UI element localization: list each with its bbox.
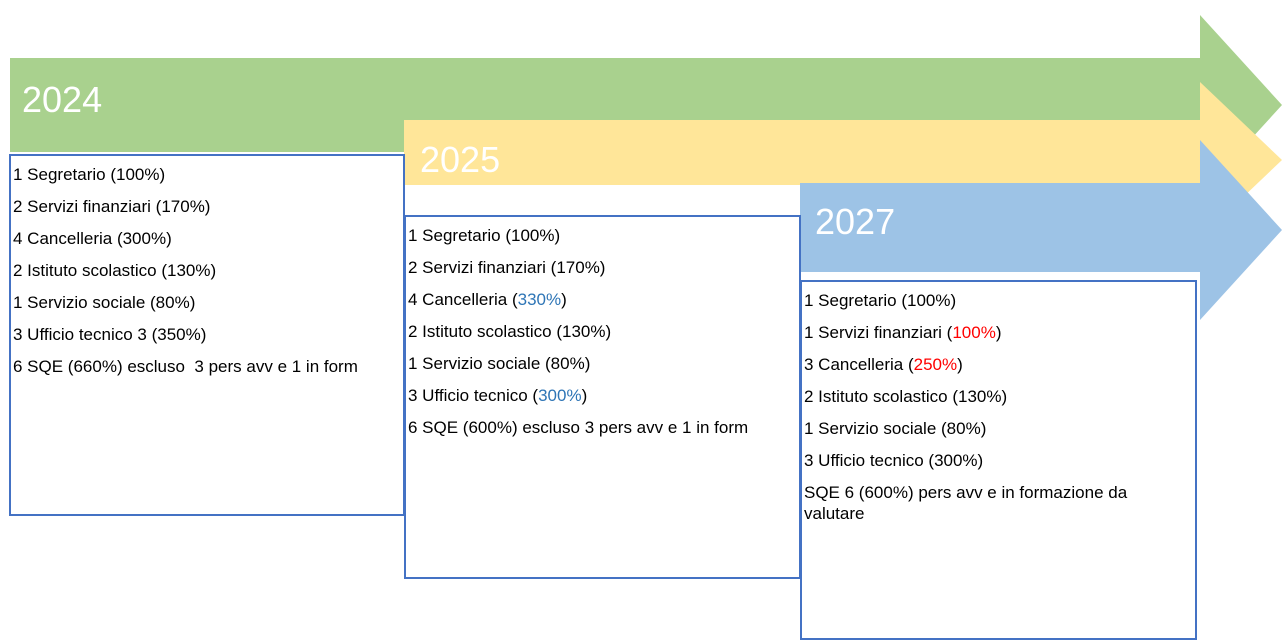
item: 2 Istituto scolastico (130%)	[408, 321, 795, 342]
year-label: 2027	[815, 201, 896, 242]
arrow-2025	[404, 82, 1282, 238]
item: 6 SQE (660%) escluso 3 pers avv e 1 in f…	[13, 356, 399, 377]
item: 4 Cancelleria (300%)	[13, 228, 399, 249]
item: 1 Segretario (100%)	[408, 225, 795, 246]
item-text: 100%	[952, 323, 996, 342]
item: 2 Servizi finanziari (170%)	[408, 257, 795, 278]
year-box: 1 Segretario (100%) 2 Servizi finanziari …	[404, 215, 801, 579]
item-text: )	[957, 355, 963, 374]
item: 1 Segretario (100%)	[13, 164, 399, 185]
item: 3 Ufficio tecnico 3 (350%)	[13, 324, 399, 345]
item-text: 3 Cancelleria (	[804, 355, 914, 374]
item-text: 2 Istituto scolastico (130%)	[804, 387, 1008, 406]
item-text: )	[561, 290, 567, 309]
item-text: 300%	[538, 386, 582, 405]
item-text: SQE 6 (600%) pers avv e in formazione da…	[804, 483, 1132, 523]
item-text: 3 Ufficio tecnico (	[408, 386, 539, 405]
item-text: 1 Segretario (100%)	[408, 226, 561, 245]
item: 1 Segretario (100%)	[804, 290, 1191, 311]
item-text: 1 Segretario (100%)	[13, 165, 166, 184]
arrow-2027	[800, 140, 1282, 320]
item: 2 Istituto scolastico (130%)	[13, 260, 399, 281]
item: 1 Servizi finanziari (100%)	[804, 322, 1191, 343]
year-box: 1 Segretario (100%) 2 Servizi finanziari …	[9, 154, 405, 516]
item-text: 1 Servizi finanziari (	[804, 323, 953, 342]
item-text: 4 Cancelleria (300%)	[13, 229, 172, 248]
item-text: 330%	[517, 290, 562, 309]
item-text: 250%	[913, 355, 958, 374]
item: 4 Cancelleria (330%)	[408, 289, 795, 310]
item: 3 Cancelleria (250%)	[804, 354, 1191, 375]
item-text: )	[581, 386, 588, 405]
item-text: 3 Ufficio tecnico 3 (350%)	[13, 325, 207, 344]
item-text: 2 Istituto scolastico (130%)	[13, 261, 217, 280]
item-text: 2 Servizi finanziari (170%)	[13, 197, 211, 216]
item-text: 2 Servizi finanziari (170%)	[408, 258, 606, 277]
year-label: 2024	[22, 79, 103, 120]
item-text: 1 Servizio sociale (80%)	[408, 354, 591, 373]
item-text: 3 Ufficio tecnico (300%)	[804, 451, 984, 470]
item: SQE 6 (600%) pers avv e in formazione da…	[804, 482, 1191, 524]
item-text: 6 SQE (600%) escluso 3 pers avv e 1 in f…	[408, 418, 749, 437]
item: 1 Servizio sociale (80%)	[13, 292, 399, 313]
item-text: 6 SQE (660%) escluso 3 pers avv e 1 in f…	[13, 357, 358, 376]
item: 2 Servizi finanziari (170%)	[13, 196, 399, 217]
item: 6 SQE (600%) escluso 3 pers avv e 1 in f…	[408, 417, 795, 438]
item: 1 Servizio sociale (80%)	[408, 353, 795, 374]
item: 3 Ufficio tecnico (300%)	[408, 385, 795, 406]
item-text: 4 Cancelleria (	[408, 290, 518, 309]
item-text: 1 Servizio sociale (80%)	[13, 293, 196, 312]
year-label: 2025	[420, 139, 501, 180]
item-text: 1 Servizio sociale (80%)	[804, 419, 987, 438]
item: 1 Servizio sociale (80%)	[804, 418, 1191, 439]
item: 2 Istituto scolastico (130%)	[804, 386, 1191, 407]
item-text: 1 Segretario (100%)	[804, 291, 957, 310]
item-text: )	[995, 323, 1002, 342]
year-box: 1 Segretario (100%) 1 Servizi finanziari …	[800, 280, 1197, 640]
item-text: 2 Istituto scolastico (130%)	[408, 322, 612, 341]
item: 3 Ufficio tecnico (300%)	[804, 450, 1191, 471]
